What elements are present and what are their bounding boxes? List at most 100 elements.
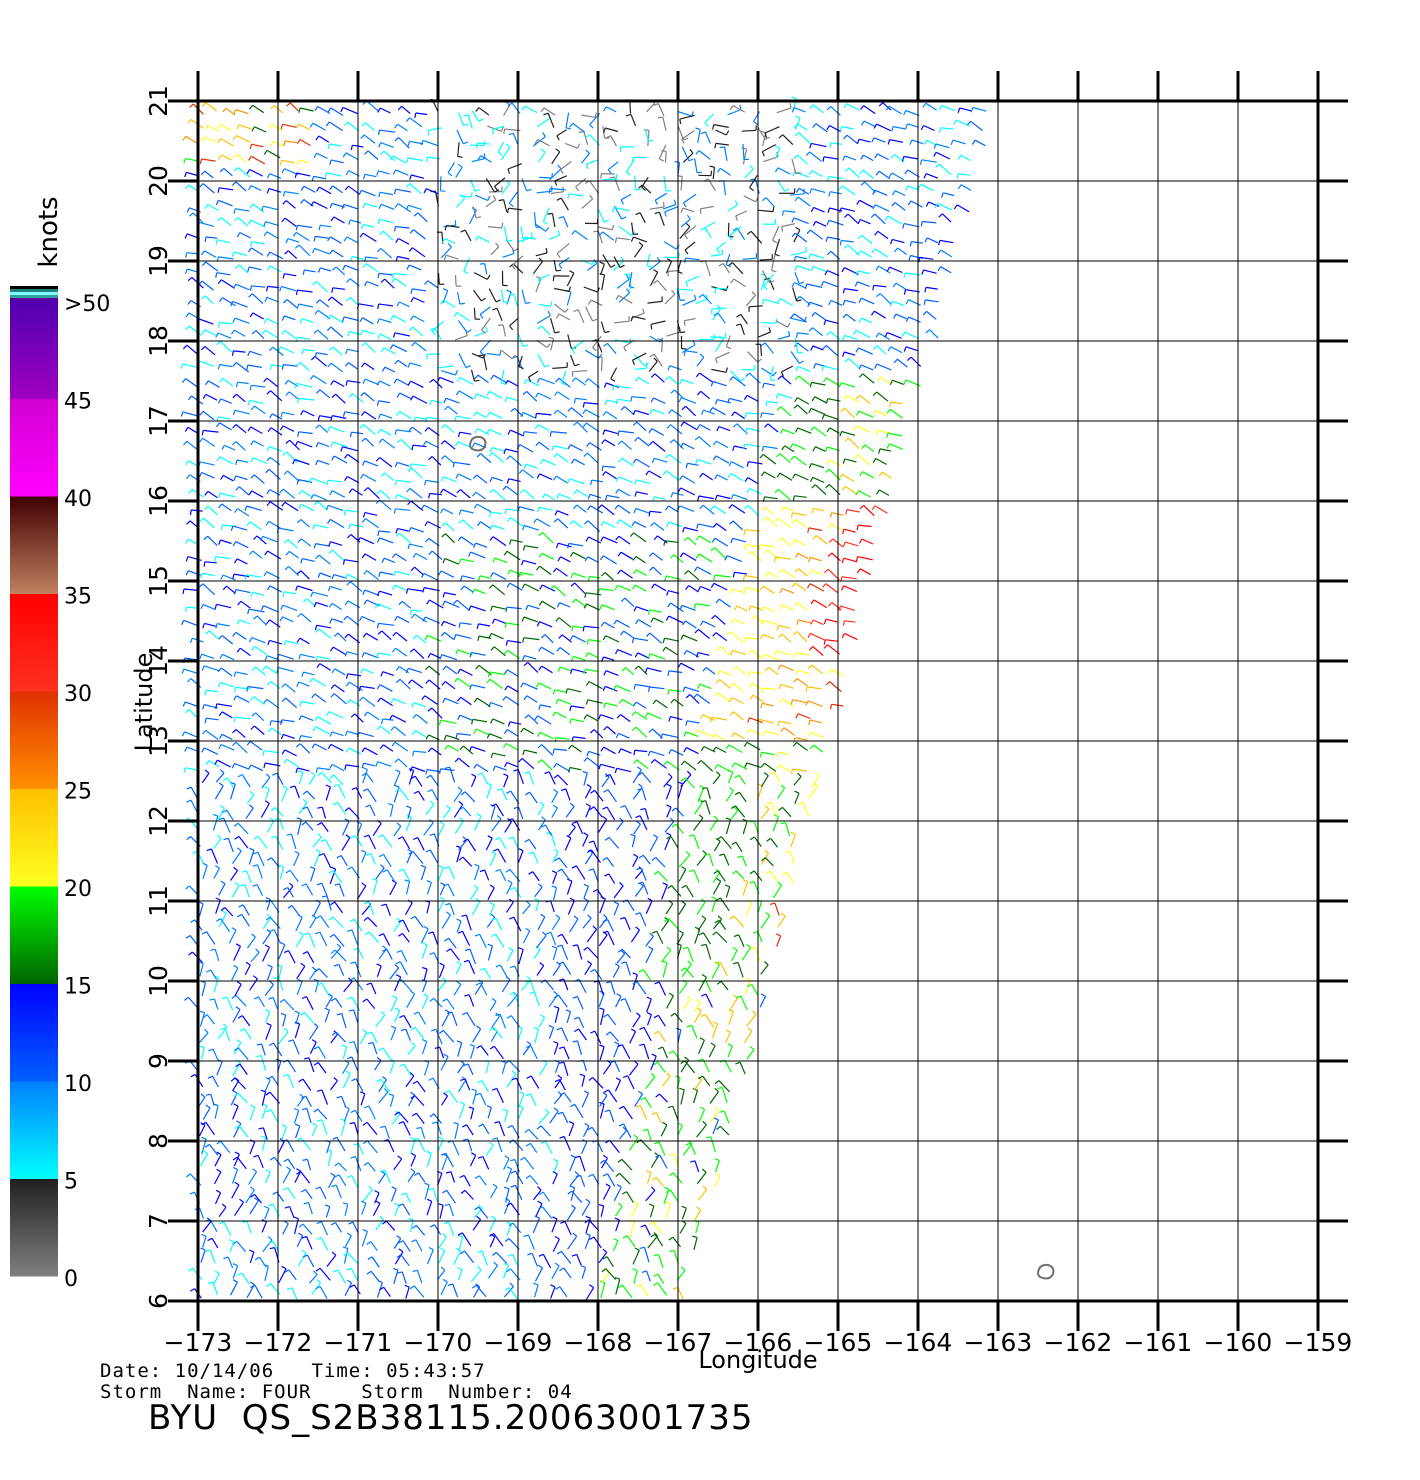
wind-barb [199,653,215,660]
wind-barb [956,173,970,179]
wind-barb [233,822,249,835]
wind-barb [598,1248,608,1264]
wind-barb [201,102,218,112]
wind-barb [744,762,762,768]
wind-barb [505,1166,513,1183]
wind-barb [488,452,504,464]
wind-barb [549,431,567,437]
wind-barb [228,927,237,944]
wind-barb [213,865,221,879]
wind-barb [300,409,315,417]
wind-barb [315,628,332,639]
wind-barb [214,782,224,800]
wind-barb [778,633,792,643]
wind-barb [795,332,809,338]
wind-barb [304,932,316,948]
wind-barb [536,113,551,128]
wind-barb [630,926,640,943]
wind-barb [747,351,762,363]
wind-barb [702,667,716,675]
wind-barb [440,476,458,483]
wind-barb [309,1039,317,1055]
wind-barb [294,1021,301,1039]
wind-barb [635,1283,649,1297]
wind-barb [855,394,871,405]
wind-barb [732,870,745,880]
wind-barb [633,569,647,577]
wind-barb [474,326,488,337]
wind-barb [296,570,310,580]
wind-barb [769,366,776,382]
wind-barb [684,225,697,240]
wind-barb [320,839,333,852]
wind-barb [280,411,295,418]
wind-barb [520,682,538,690]
wind-barb [249,975,258,991]
wind-barb [679,1220,687,1234]
wind-barb [651,856,666,868]
colorbar [10,286,58,1277]
wind-barb [521,616,539,623]
wind-barb [204,689,219,696]
wind-barb [298,715,314,722]
wind-barb [827,552,841,562]
wind-barb [488,632,504,640]
wind-barb [280,1012,287,1027]
wind-barb [485,835,493,851]
wind-barb [510,1184,523,1200]
wind-barb [487,884,495,900]
wind-barb [552,961,561,976]
wind-barb [590,789,604,802]
wind-barb [712,305,722,321]
colorbar-segment [10,886,58,984]
wind-barb [297,538,312,547]
wind-barb [422,616,441,624]
wind-barb [584,556,600,564]
wind-barb [298,1223,313,1235]
wind-barb [693,1076,702,1091]
wind-barb [454,677,471,688]
wind-barb [312,524,329,530]
wind-barb [843,394,860,404]
wind-barb [313,543,330,549]
wind-barb [559,1046,570,1060]
wind-barb [679,552,697,562]
wind-barb [529,991,541,1007]
wind-barb [578,1059,588,1072]
wind-barb [313,1061,327,1074]
wind-barb [558,216,569,228]
wind-barb [535,412,552,419]
wind-barb [316,186,332,195]
wind-barb [522,927,531,944]
wind-barb [284,1206,295,1218]
wind-barb [486,350,502,356]
wind-barb [553,774,569,786]
wind-barb [602,635,620,643]
wind-barb [617,569,633,579]
wind-barb [605,981,616,995]
wind-barb [523,379,540,387]
wind-barb [327,314,344,324]
wind-barb [263,698,280,709]
wind-barb [790,313,808,323]
wind-barb [615,1202,623,1217]
wind-barb [670,698,684,707]
wind-barb [361,362,375,370]
wind-barb [887,346,903,354]
wind-barb [665,505,679,513]
wind-barb [538,301,553,307]
wind-barb [249,104,265,114]
wind-barb [282,273,297,279]
wind-barb [573,397,587,404]
wind-barb [503,1155,510,1170]
colorbar-segment [10,1178,58,1277]
wind-barb [472,206,481,219]
wind-barb [295,931,305,948]
wind-barb [250,725,265,735]
wind-barb [492,557,508,564]
wind-barb [636,867,647,881]
wind-barb [294,1010,300,1025]
wind-barb [909,139,924,145]
wind-barb [725,253,732,268]
wind-barb [791,217,809,225]
